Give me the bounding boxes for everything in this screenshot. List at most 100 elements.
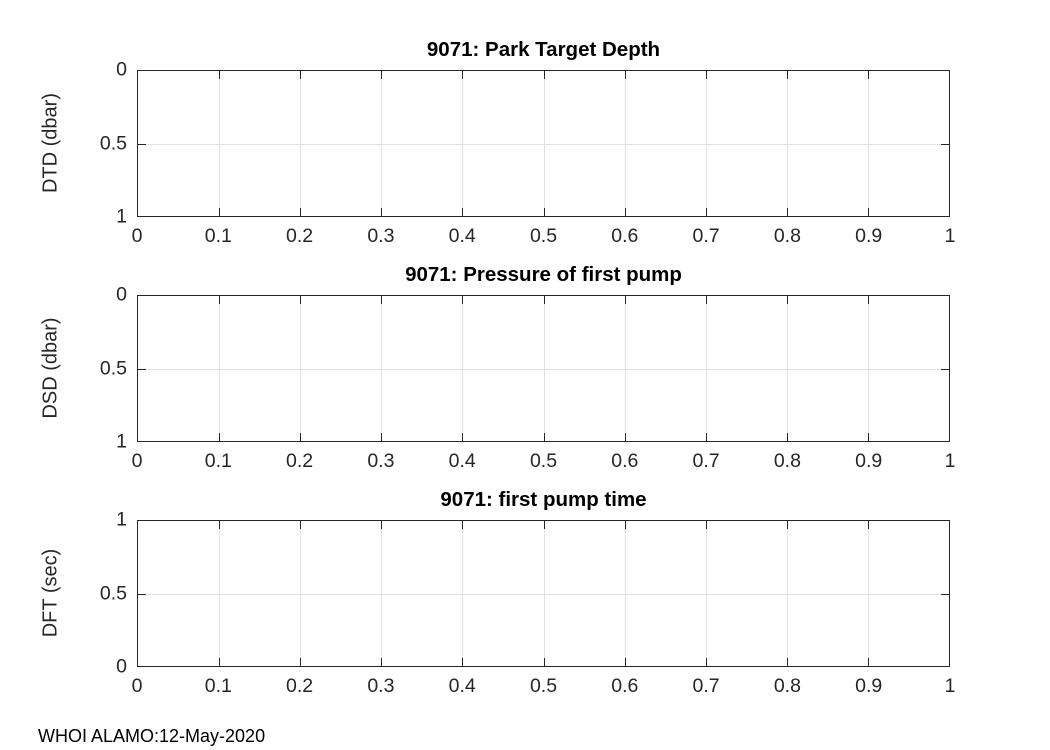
x-tick-mark [219, 208, 221, 216]
x-tick-label: 0.8 [773, 225, 801, 247]
subplot-pressure-of-first-pump: 9071: Pressure of first pump DSD (dbar) … [0, 263, 1050, 488]
x-tick-mark [624, 71, 626, 79]
x-tick-mark [300, 208, 302, 216]
x-tick-label: 0.7 [692, 675, 720, 697]
y-gridline [138, 143, 949, 145]
x-tick-mark [624, 658, 626, 666]
y-gridline [138, 593, 949, 595]
x-tick-label: 0 [131, 675, 143, 697]
x-tick-label: 0.2 [286, 675, 314, 697]
x-tick-mark [381, 71, 383, 79]
x-tick-label: 0.6 [611, 450, 639, 472]
x-tick-mark [543, 71, 545, 79]
x-tick-mark [381, 433, 383, 441]
y-tick-label: 1 [116, 205, 127, 228]
x-tick-label: 0 [131, 450, 143, 472]
x-tick-mark [867, 433, 869, 441]
y-tick-label: 1 [116, 508, 127, 531]
x-tick-mark [786, 296, 788, 304]
figure-footer-text: WHOI ALAMO:12-May-2020 [38, 726, 266, 746]
x-tick-label: 0.2 [286, 225, 314, 247]
x-tick-mark [543, 521, 545, 529]
plot-area [138, 521, 949, 666]
x-tick-label: 1 [944, 225, 956, 247]
x-tick-mark [462, 208, 464, 216]
x-tick-mark [705, 521, 707, 529]
x-tick-label: 0.5 [529, 675, 558, 697]
plot-box [137, 295, 950, 442]
x-tick-mark [381, 658, 383, 666]
x-tick-mark [381, 296, 383, 304]
x-tick-label: 0.4 [448, 225, 476, 247]
x-tick-label: 0.9 [855, 450, 883, 472]
x-tick-label: 0.3 [367, 225, 395, 247]
y-tick-mark [138, 368, 146, 370]
x-tick-mark [381, 208, 383, 216]
x-tick-label: 0.9 [855, 675, 883, 697]
x-tick-mark [786, 658, 788, 666]
x-tick-label: 0.6 [611, 675, 639, 697]
x-tick-mark [543, 658, 545, 666]
x-tick-mark [300, 433, 302, 441]
y-tick-label: 0 [116, 655, 127, 678]
x-tick-label: 0.9 [855, 225, 883, 247]
x-tick-mark [219, 296, 221, 304]
x-tick-mark [300, 658, 302, 666]
x-tick-mark [543, 208, 545, 216]
x-tick-mark [624, 521, 626, 529]
x-tick-label: 0.3 [367, 450, 395, 472]
y-axis-tick-labels: 1 0.5 0 [47, 509, 127, 678]
x-tick-mark [867, 208, 869, 216]
x-tick-mark [381, 521, 383, 529]
plot-title: 9071: Park Target Depth [426, 38, 661, 61]
x-tick-mark [705, 296, 707, 304]
x-tick-label: 0.4 [448, 450, 476, 472]
x-tick-mark [624, 433, 626, 441]
x-tick-mark [867, 658, 869, 666]
x-axis-tick-labels: 0 0.1 0.2 0.3 0.4 0.5 0.6 0.7 0.8 0.9 1 [132, 224, 956, 248]
x-tick-mark [219, 658, 221, 666]
y-tick-mark [941, 368, 949, 370]
x-tick-mark [705, 71, 707, 79]
x-tick-label: 0.5 [529, 225, 558, 247]
x-tick-mark [219, 521, 221, 529]
x-axis-tick-labels: 0 0.1 0.2 0.3 0.4 0.5 0.6 0.7 0.8 0.9 1 [132, 449, 956, 473]
x-tick-mark [624, 208, 626, 216]
x-tick-mark [786, 208, 788, 216]
x-tick-mark [867, 71, 869, 79]
x-tick-label: 0.6 [611, 225, 639, 247]
plot-title: 9071: first pump time [440, 488, 647, 511]
y-tick-mark [941, 593, 949, 595]
x-tick-mark [462, 658, 464, 666]
x-tick-label: 1 [944, 675, 956, 697]
x-tick-label: 0.7 [692, 450, 720, 472]
x-tick-mark [462, 71, 464, 79]
x-tick-mark [300, 296, 302, 304]
y-tick-mark [941, 143, 949, 145]
y-tick-label: 0 [116, 58, 127, 81]
plot-area [138, 296, 949, 441]
y-tick-label: 0.5 [99, 582, 127, 604]
x-tick-label: 0.7 [692, 225, 720, 247]
plot-box [137, 520, 950, 667]
x-tick-label: 0.4 [448, 675, 476, 697]
plot-box [137, 70, 950, 217]
x-tick-mark [543, 296, 545, 304]
x-tick-mark [300, 71, 302, 79]
y-tick-label: 0.5 [99, 132, 127, 154]
x-tick-mark [867, 296, 869, 304]
x-tick-mark [219, 433, 221, 441]
x-tick-mark [786, 71, 788, 79]
x-tick-mark [705, 208, 707, 216]
x-tick-mark [543, 433, 545, 441]
x-tick-mark [462, 433, 464, 441]
y-tick-label: 1 [116, 430, 127, 453]
x-tick-label: 0.8 [773, 675, 801, 697]
x-tick-label: 0.1 [204, 225, 232, 247]
subplot-park-target-depth: 9071: Park Target Depth DTD (dbar) 0 0.5 1… [0, 38, 1050, 263]
x-tick-mark [786, 433, 788, 441]
x-tick-label: 0.2 [286, 450, 314, 472]
y-tick-mark [138, 143, 146, 145]
